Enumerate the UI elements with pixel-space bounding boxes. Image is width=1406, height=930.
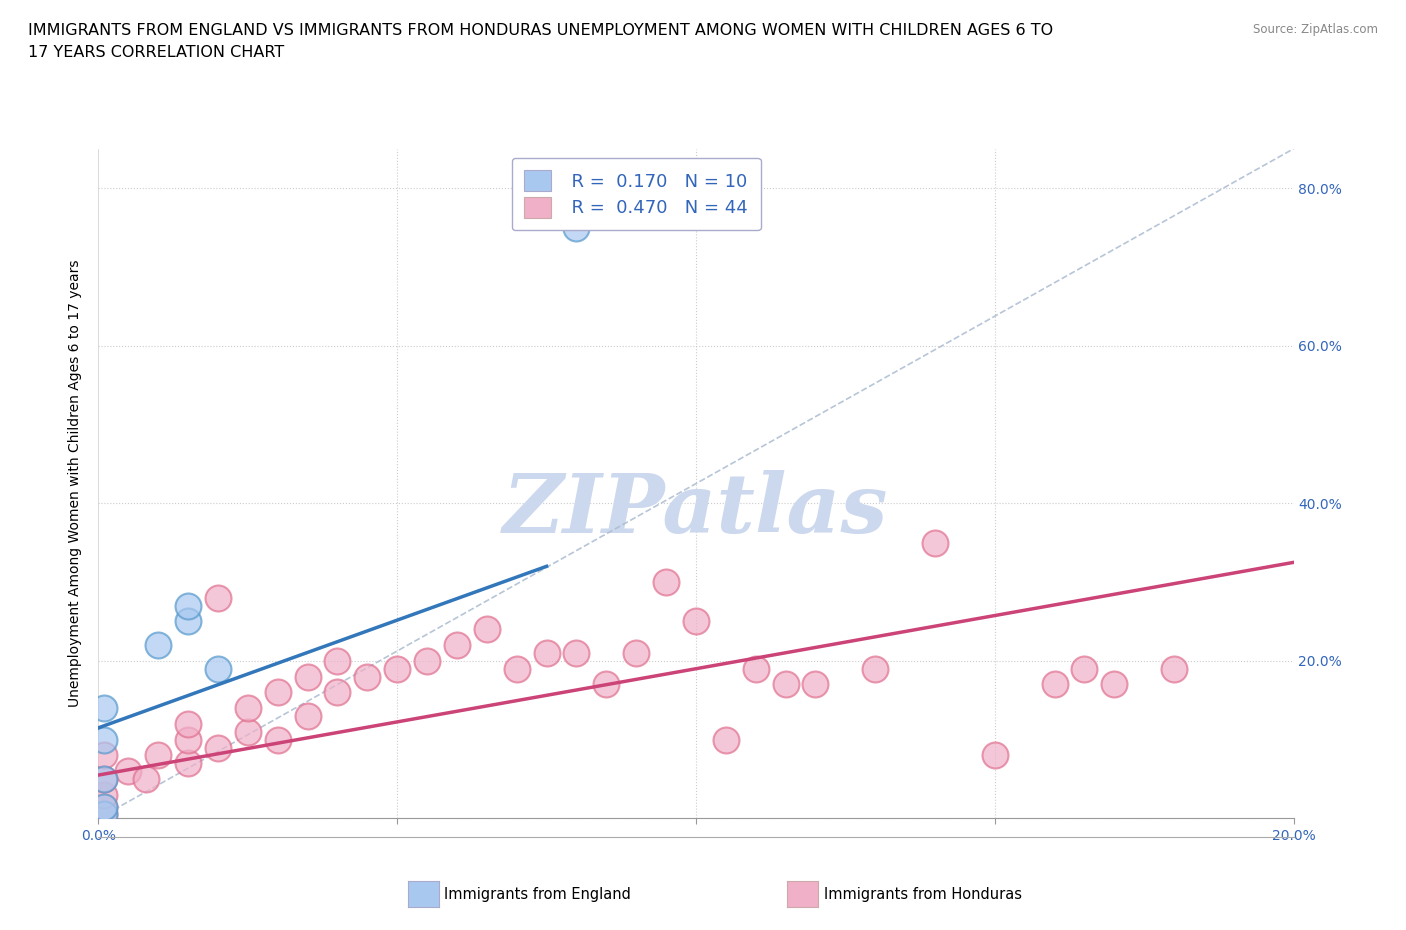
Point (685, 614, 707, 629)
Point (135, 772, 157, 787)
Point (177, 732, 200, 747)
Point (93, 748, 115, 763)
Point (93, 788, 115, 803)
Point (93, 807, 115, 822)
Point (207, 591, 229, 605)
Point (93, 700, 115, 715)
Point (1104, 677, 1126, 692)
Text: Immigrants from Honduras: Immigrants from Honduras (824, 887, 1022, 902)
Point (177, 756, 200, 771)
Point (565, 645, 588, 660)
Point (117, 764, 139, 778)
Point (745, 661, 768, 676)
Point (207, 740, 229, 755)
Point (93, 807, 115, 822)
Point (236, 700, 259, 715)
Point (177, 716, 200, 731)
Point (93, 772, 115, 787)
Point (536, 645, 558, 660)
Point (506, 661, 529, 676)
Point (326, 684, 349, 699)
Point (1163, 661, 1185, 676)
Point (93, 732, 115, 747)
Y-axis label: Unemployment Among Women with Children Ages 6 to 17 years: Unemployment Among Women with Children A… (69, 259, 83, 708)
Point (297, 709, 319, 724)
Point (804, 677, 827, 692)
Point (93, 799, 115, 814)
Point (865, 661, 887, 676)
Point (236, 724, 259, 739)
Point (93, 772, 115, 787)
Point (267, 684, 290, 699)
Point (148, 748, 170, 763)
Text: ZIPatlas: ZIPatlas (503, 471, 889, 551)
Point (655, 575, 678, 590)
Point (297, 670, 319, 684)
Point (148, 638, 170, 653)
Point (446, 638, 468, 653)
Point (207, 661, 229, 676)
Point (416, 654, 439, 669)
Point (714, 732, 737, 747)
Point (177, 598, 200, 613)
Point (385, 661, 409, 676)
Text: IMMIGRANTS FROM ENGLAND VS IMMIGRANTS FROM HONDURAS UNEMPLOYMENT AMONG WOMEN WIT: IMMIGRANTS FROM ENGLAND VS IMMIGRANTS FR… (28, 23, 1053, 38)
Point (326, 654, 349, 669)
Text: 17 YEARS CORRELATION CHART: 17 YEARS CORRELATION CHART (28, 45, 284, 60)
Point (565, 220, 588, 235)
Point (595, 677, 617, 692)
Point (1073, 661, 1095, 676)
Point (924, 536, 946, 551)
Point (356, 670, 378, 684)
Text: Source: ZipAtlas.com: Source: ZipAtlas.com (1253, 23, 1378, 36)
Point (775, 677, 797, 692)
Text: Immigrants from England: Immigrants from England (444, 887, 631, 902)
Point (475, 622, 498, 637)
Point (984, 748, 1007, 763)
Point (267, 732, 290, 747)
Legend:   R =  0.170   N = 10,   R =  0.470   N = 44: R = 0.170 N = 10, R = 0.470 N = 44 (512, 158, 761, 231)
Point (177, 614, 200, 629)
Point (93, 799, 115, 814)
Point (626, 645, 648, 660)
Point (1043, 677, 1066, 692)
